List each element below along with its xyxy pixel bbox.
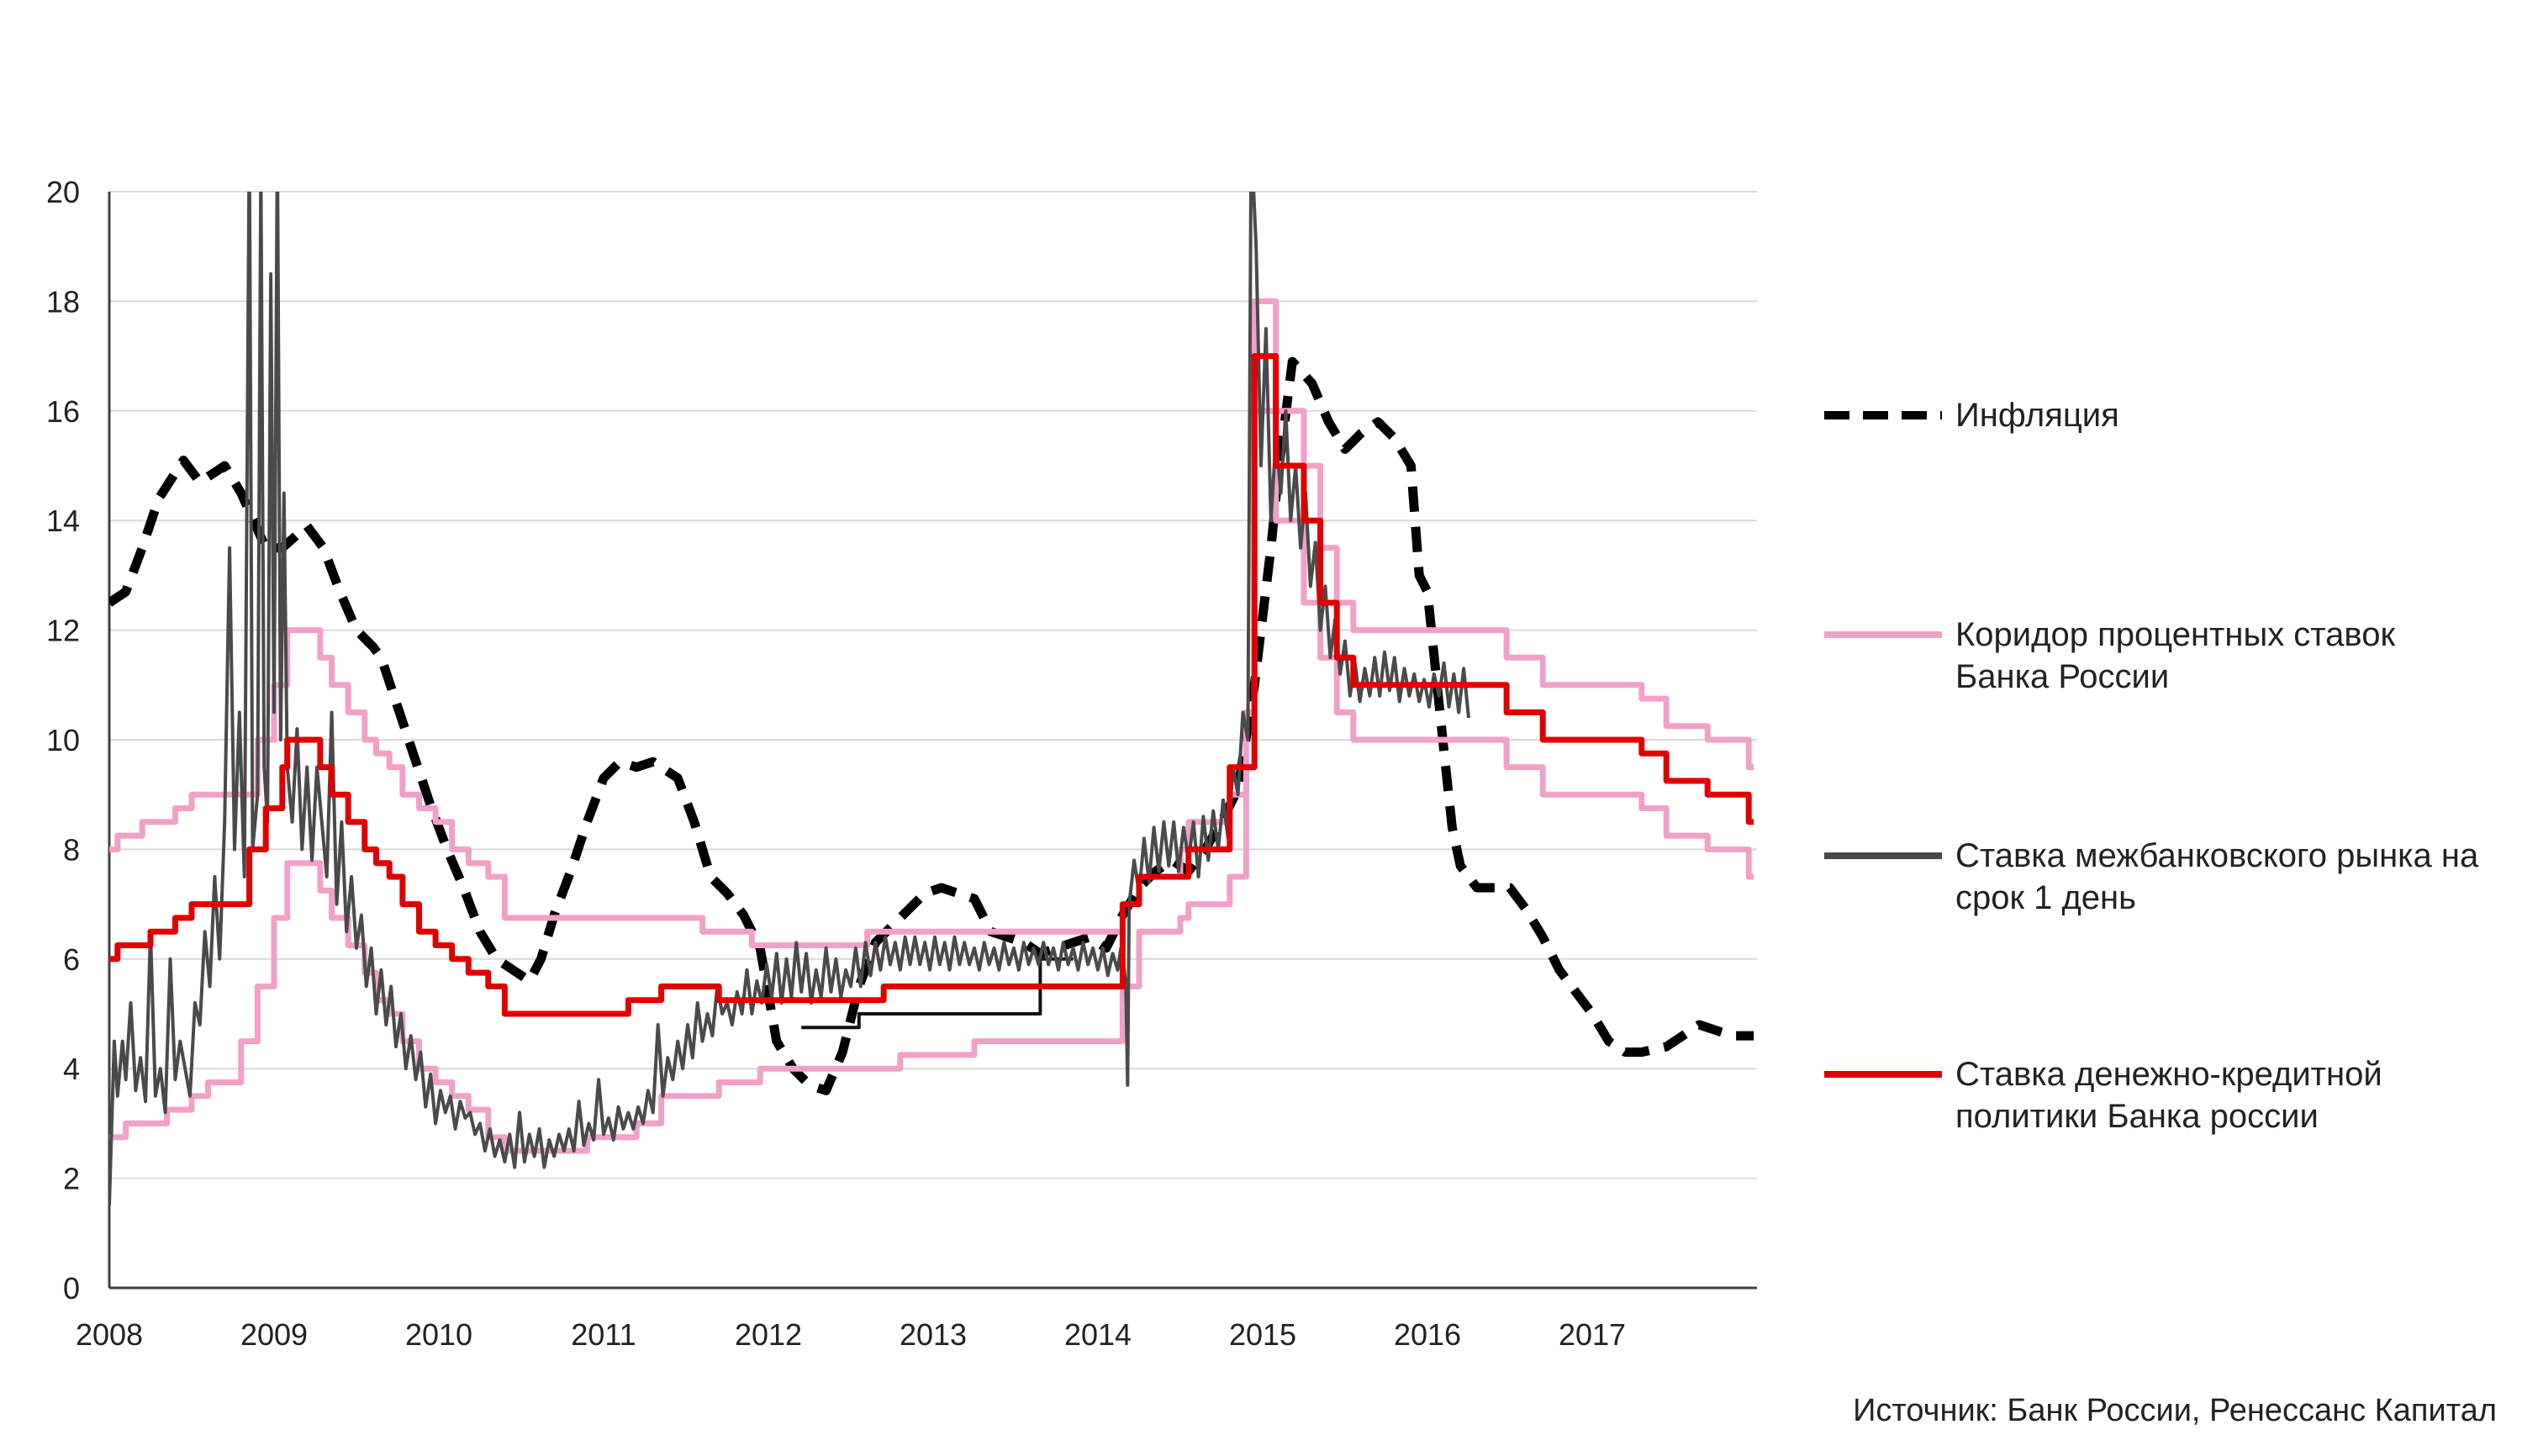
- series-line-inflation: [109, 356, 1754, 1095]
- legend-item-interbank: Ставка межбанковского рынка на срок 1 ден…: [1824, 837, 2479, 916]
- y-tick-label: 8: [63, 832, 80, 867]
- y-tick-label: 16: [46, 394, 80, 429]
- legend-label-inflation: Инфляция: [1955, 397, 2119, 434]
- x-tick-label: 2010: [405, 1317, 472, 1352]
- x-tick-label: 2017: [1559, 1317, 1626, 1352]
- series-layer: [109, 192, 1754, 1206]
- y-tick-label: 14: [46, 504, 80, 538]
- y-tick-label: 20: [46, 175, 80, 209]
- x-tick-label: 2008: [76, 1317, 143, 1352]
- x-tick-label: 2014: [1064, 1317, 1132, 1352]
- y-tick-label: 12: [46, 614, 80, 648]
- source-note: Источник: Банк России, Ренессанс Капитал: [1853, 1393, 2497, 1428]
- y-tick-label: 10: [46, 723, 80, 757]
- x-tick-label: 2012: [735, 1317, 802, 1352]
- x-tick-label: 2015: [1229, 1317, 1296, 1352]
- axis-layer: 0 2 4 6 8 10 12 14 16 18 20 2008 2009 2010 2011 2012 201…: [46, 175, 1757, 1352]
- legend-label-interbank: Ставка межбанковского рынка на срок 1 ден…: [1955, 837, 2479, 916]
- legend-label-corridor: Коридор процентных ставок Банка России: [1955, 616, 2395, 695]
- grid-layer: [109, 191, 1757, 1179]
- x-tick-label: 2016: [1394, 1317, 1461, 1352]
- legend-item-inflation: Инфляция: [1824, 397, 2119, 434]
- x-tick-label: 2013: [900, 1317, 967, 1352]
- y-tick-label: 2: [63, 1162, 80, 1196]
- legend-item-key-rate: Ставка денежно-кредитной политики Банка р…: [1824, 1056, 2382, 1135]
- legend: Инфляция Коридор процентных ставок Банка …: [1824, 397, 2479, 1135]
- y-tick-label: 4: [63, 1052, 80, 1086]
- legend-label-key-rate: Ставка денежно-кредитной политики Банка р…: [1955, 1056, 2382, 1135]
- x-tick-label: 2011: [571, 1317, 636, 1352]
- series-line-key-rate: [109, 353, 1754, 1017]
- x-tick-label: 2009: [240, 1317, 308, 1352]
- y-tick-label: 18: [46, 284, 80, 319]
- legend-item-corridor: Коридор процентных ставок Банка России: [1824, 616, 2395, 695]
- y-tick-label: 6: [63, 942, 80, 977]
- series-line-corridor-lower: [109, 408, 1754, 1154]
- y-tick-label: 0: [63, 1271, 80, 1306]
- series-line-interbank-overnight: [109, 192, 1470, 1206]
